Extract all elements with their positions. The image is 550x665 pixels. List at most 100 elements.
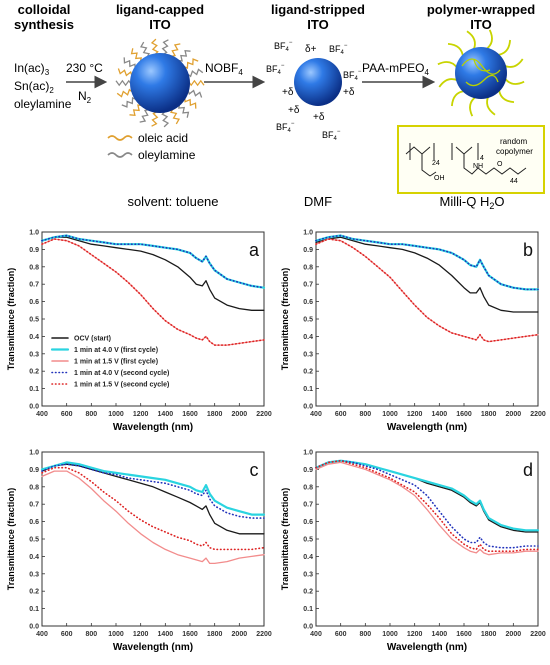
x-tick-label: 600 [335,411,347,418]
y-tick-label: 0.7 [303,502,313,509]
x-tick-label: 1600 [456,631,472,638]
y-tick-label: 0.7 [29,282,39,289]
y-tick-label: 0.4 [303,334,313,341]
y-axis-label: Transmittance (fraction) [280,268,290,371]
svg-text:BF4−: BF4− [274,40,293,53]
svg-text:+δ: +δ [288,105,300,116]
x-tick-label: 2200 [530,631,546,638]
series-line-4 [315,459,539,549]
x-tick-label: 2000 [506,631,522,638]
x-tick-label: 1200 [133,411,149,418]
solvent-water: Milli-Q H2O [440,194,505,211]
y-axis-label: Transmittance (fraction) [280,488,290,591]
x-tick-label: 1200 [133,631,149,638]
x-tick-label: 800 [85,411,97,418]
series-line-5 [41,238,265,346]
y-tick-label: 0.0 [303,404,313,411]
x-tick-label: 1200 [407,411,423,418]
series-line-4 [41,463,265,519]
stage-title-2a: ligand-capped [116,2,204,17]
y-tick-label: 0.9 [29,467,39,474]
precursor-in: In(ac)3 [14,61,50,77]
series-line-3 [315,238,539,343]
series-line-1 [315,236,539,313]
x-tick-label: 1400 [158,411,174,418]
x-tick-label: 1400 [432,631,448,638]
x-axis-label: Wavelength (nm) [387,422,467,433]
series-line-1 [315,460,539,533]
oleic-acid-legend-label: oleic acid [138,131,188,145]
y-tick-label: 0.1 [303,606,313,613]
x-tick-label: 1600 [456,411,472,418]
x-tick-label: 400 [36,411,48,418]
series-line-2 [314,459,540,532]
y-tick-label: 1.0 [303,450,313,457]
y-tick-label: 0.6 [303,299,313,306]
x-tick-label: 1000 [382,631,398,638]
y-tick-label: 0.5 [303,317,313,324]
x-tick-label: 1400 [158,631,174,638]
x-tick-label: 400 [310,631,322,638]
series-line-1 [41,236,265,311]
x-tick-label: 1000 [108,411,124,418]
step3-reagent: PAA-mPEO4 [362,61,429,77]
transmittance-chart-c: 0.0 0.1 0.2 0.3 0.4 0.5 0.6 0.7 0.8 0.9 1.0 400 600 8… [6,450,272,654]
y-tick-label: 0.6 [29,299,39,306]
svg-text:+δ: +δ [313,112,325,123]
solvent-dmf: DMF [304,194,332,209]
y-tick-label: 0.0 [303,624,313,631]
y-tick-label: 0.0 [29,404,39,411]
stage-title-4b: ITO [470,17,491,32]
x-tick-label: 600 [335,631,347,638]
x-tick-label: 2200 [256,631,272,638]
series-line-2 [314,234,540,291]
y-tick-label: 0.1 [29,386,39,393]
panel-label: d [523,460,533,480]
svg-text:BF4−: BF4− [276,121,295,134]
svg-text:BF4−: BF4− [343,69,362,82]
y-tick-label: 0.5 [29,317,39,324]
x-tick-label: 1400 [432,411,448,418]
oleic-acid-legend-line [107,135,133,141]
x-tick-label: 2000 [232,631,248,638]
x-tick-label: 2000 [506,411,522,418]
step2-reagent: NOBF4 [205,61,243,77]
precursor-sn: Sn(ac)2 [14,79,54,95]
y-tick-label: 0.5 [303,537,313,544]
y-tick-label: 1.0 [303,230,313,237]
y-tick-label: 0.7 [303,282,313,289]
y-tick-label: 0.8 [29,264,39,271]
y-tick-label: 0.1 [29,606,39,613]
y-tick-label: 0.8 [29,484,39,491]
x-tick-label: 800 [359,411,371,418]
step1-gas: N2 [78,89,92,105]
oleylamine-legend-line [107,152,133,158]
transmittance-chart-a: 0.0 0.1 0.2 0.3 0.4 0.5 0.6 0.7 0.8 0.9 1.0 400 600 8… [6,230,272,434]
svg-text:BF4−: BF4− [329,43,348,56]
y-tick-label: 0.9 [303,247,313,254]
x-axis-label: Wavelength (nm) [113,642,193,653]
svg-text:BF4−: BF4− [322,129,341,142]
x-tick-label: 1800 [207,411,223,418]
x-tick-label: 800 [359,631,371,638]
y-tick-label: 0.4 [29,554,39,561]
y-tick-label: 0.9 [29,247,39,254]
transmittance-chart-b: 0.0 0.1 0.2 0.3 0.4 0.5 0.6 0.7 0.8 0.9 1.0 400 600 8… [280,230,546,434]
svg-text:4: 4 [480,155,484,162]
panel-label: c [250,460,259,480]
svg-text:OH: OH [434,175,445,182]
panel-label: b [523,240,533,260]
legend-label-3: 1 min at 1.5 V (first cycle) [74,359,158,366]
x-tick-label: 1600 [182,411,198,418]
polymer-wrapped-nanocrystal [437,29,525,117]
series-line-4 [41,234,265,289]
y-tick-label: 0.1 [303,386,313,393]
y-tick-label: 0.2 [29,589,39,596]
y-tick-label: 0.8 [303,264,313,271]
y-tick-label: 1.0 [29,230,39,237]
stage-title-3b: ITO [307,17,328,32]
y-tick-label: 0.8 [303,484,313,491]
stage-title-1a: colloidal [18,2,71,17]
stage-title-2b: ITO [149,17,170,32]
x-tick-label: 1000 [382,411,398,418]
